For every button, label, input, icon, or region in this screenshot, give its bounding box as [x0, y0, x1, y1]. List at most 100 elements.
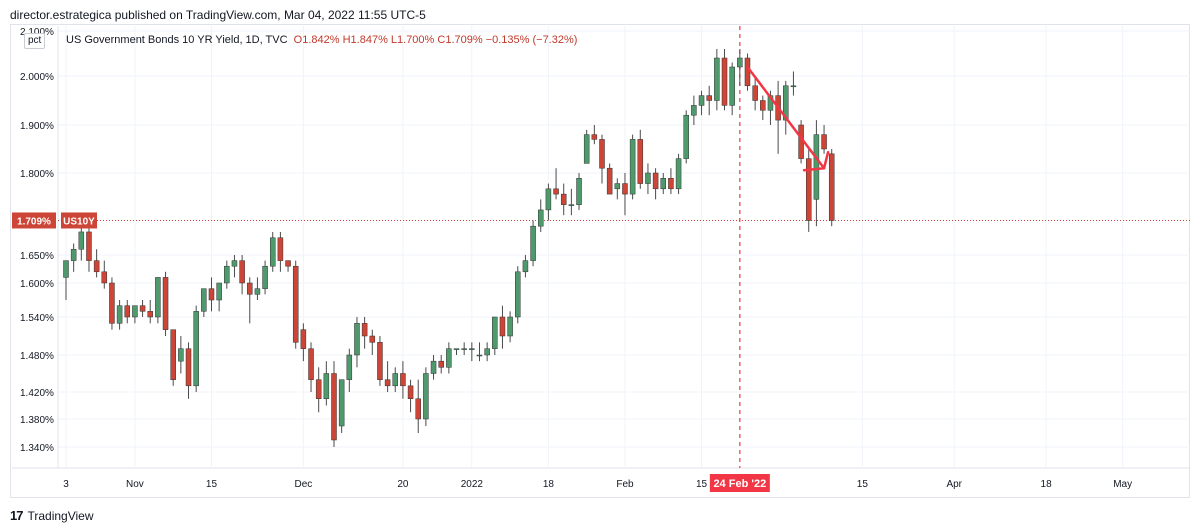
- candle-up: [201, 288, 207, 312]
- footer: 17 TradingView: [10, 508, 94, 523]
- candle-up: [583, 134, 590, 164]
- candle-up: [568, 204, 575, 206]
- candle-down: [124, 305, 131, 318]
- candle-up: [683, 114, 689, 159]
- y-tick-label: 1.380%: [20, 415, 54, 426]
- last-price-label: 1.709%: [17, 216, 51, 227]
- x-tick-label: 2022: [461, 479, 484, 490]
- candle-up: [346, 354, 353, 380]
- candle-down: [292, 265, 299, 343]
- candle-down: [400, 373, 406, 387]
- candle-up: [254, 288, 261, 295]
- candle-up: [545, 188, 552, 211]
- candle-up: [132, 305, 138, 318]
- candle-up: [698, 95, 705, 106]
- candle-down: [760, 100, 766, 111]
- candle-down: [101, 271, 108, 284]
- candle-down: [744, 57, 751, 87]
- candle-up: [392, 373, 399, 387]
- candle-down: [752, 85, 758, 101]
- x-tick-label: 15: [206, 479, 218, 490]
- candle-down: [499, 316, 506, 337]
- candle-up: [469, 348, 475, 350]
- candle-down: [208, 288, 215, 301]
- candle-down: [277, 237, 284, 261]
- chart-legend: US Government Bonds 10 YR Yield, 1D, TVC…: [66, 34, 577, 46]
- candle-up: [492, 316, 498, 349]
- candle-down: [606, 167, 613, 195]
- candle-down: [415, 398, 421, 420]
- x-tick-label: Apr: [946, 479, 962, 490]
- candle-down: [361, 323, 368, 337]
- candle-up: [484, 348, 490, 356]
- price-labels: 1.709% US10Y: [12, 212, 97, 229]
- candle-down: [805, 158, 812, 221]
- candle-down: [706, 95, 712, 101]
- candle-down: [162, 277, 169, 330]
- candle-down: [668, 178, 674, 190]
- candle-down: [185, 348, 192, 387]
- candle-down: [247, 282, 253, 295]
- y-tick-label: 2.000%: [20, 72, 54, 83]
- publish-info: director.estrategica published on Tradin…: [10, 8, 426, 22]
- candle-up: [224, 265, 230, 284]
- y-tick-label: 1.800%: [20, 169, 54, 180]
- candle-down: [331, 373, 337, 441]
- candle-down: [109, 282, 115, 324]
- candle-down: [300, 329, 307, 349]
- candle-up: [216, 282, 222, 301]
- date-marker-badge: [709, 474, 770, 492]
- y-tick-label: 1.420%: [20, 388, 54, 399]
- percent-scale-button[interactable]: pct: [24, 33, 46, 49]
- last-price-badge: [12, 212, 56, 229]
- candle-down: [377, 342, 383, 380]
- candle-up: [78, 231, 85, 250]
- candle-up: [63, 260, 69, 278]
- candle-up: [155, 277, 161, 318]
- legend-symbol: US Government Bonds 10 YR Yield, 1D, TVC: [66, 34, 288, 46]
- candle-up: [714, 57, 720, 101]
- x-tick-label: 15: [696, 479, 708, 490]
- candle-up: [629, 139, 636, 195]
- candle-up: [269, 237, 276, 267]
- candle-up: [729, 66, 735, 106]
- candle-down: [599, 139, 605, 169]
- candle-down: [407, 385, 414, 400]
- symbol-badge: [61, 212, 97, 229]
- candle-up: [461, 348, 467, 350]
- trend-arrow-shaft: [746, 65, 826, 170]
- candle-down: [147, 311, 153, 318]
- candle-up: [193, 311, 199, 387]
- candle-up: [446, 348, 452, 368]
- y-tick-label: 1.650%: [20, 251, 54, 262]
- candle-down: [170, 329, 176, 380]
- chart-frame: [10, 24, 1190, 498]
- candle-down: [239, 260, 245, 284]
- candle-up: [614, 183, 621, 190]
- candle-up: [813, 134, 820, 200]
- legend-ohlc: O1.842% H1.847% L1.700% C1.709% −0.135% …: [293, 34, 578, 46]
- x-tick-label: Dec: [294, 479, 312, 490]
- candle-up: [178, 348, 184, 362]
- tradingview-logo-icon: 17: [10, 508, 24, 523]
- candle-down: [622, 183, 628, 195]
- candle-up: [576, 178, 582, 205]
- x-tick-label: 3: [63, 479, 69, 490]
- x-tick-label: Feb: [616, 479, 634, 490]
- footer-brand[interactable]: TradingView: [27, 508, 94, 523]
- candle-up: [537, 209, 544, 227]
- y-tick-label: 1.340%: [20, 443, 54, 454]
- trend-arrow-head: [802, 150, 830, 172]
- candle-up: [453, 348, 460, 350]
- candle-up: [116, 305, 123, 324]
- candle-down: [285, 260, 291, 267]
- candle-up: [70, 248, 77, 261]
- candle-up: [522, 260, 529, 273]
- x-tick-label: 18: [1041, 479, 1053, 490]
- candle-down: [637, 139, 644, 184]
- x-tick-label: 18: [543, 479, 555, 490]
- candle-up: [354, 323, 360, 356]
- candle-down: [828, 153, 835, 221]
- grid: [12, 26, 1190, 469]
